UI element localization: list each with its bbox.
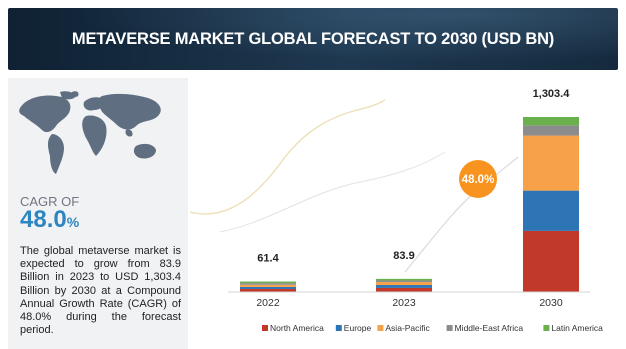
category-label-2030: 2030 <box>539 297 563 309</box>
legend-label-asia-pacific: Asia-Pacific <box>385 323 430 333</box>
legend-label-middle-east-africa: Middle-East Africa <box>455 323 524 333</box>
cagr-value: 48.0 <box>20 206 67 233</box>
total-labels: 61.4 83.9 1,303.4 <box>257 88 570 265</box>
category-label-2023: 2023 <box>392 297 416 309</box>
banner-glow <box>8 8 618 70</box>
legend-label-north-america: North America <box>270 323 324 333</box>
legend-swatch-latin-america <box>543 325 550 331</box>
cagr-bubble-text: 48.0% <box>462 174 495 186</box>
bar-segment-middle-east-africa-2023 <box>376 280 432 283</box>
legend-swatch-north-america <box>262 325 268 331</box>
bar-segment-middle-east-africa-2022 <box>240 283 296 285</box>
cagr-bubble-circle <box>459 160 497 198</box>
bar-segment-europe-2022 <box>240 286 296 289</box>
bar-segment-latin-america-2022 <box>240 281 296 284</box>
cagr-bubble: 48.0% <box>459 160 497 198</box>
chart-title: METAVERSE MARKET GLOBAL FORECAST TO 2030… <box>71 30 555 48</box>
total-label-2030: 1,303.4 <box>533 88 571 100</box>
cagr-label: CAGR OF <box>20 194 80 209</box>
legend-swatch-asia-pacific <box>377 325 384 331</box>
bar-segment-middle-east-africa-2030 <box>523 125 579 136</box>
bar-segment-europe-2023 <box>376 285 432 288</box>
legend-label-europe: Europe <box>344 323 372 333</box>
bar-segment-north-america-2030 <box>523 230 579 292</box>
legend-swatch-middle-east-africa <box>446 325 453 331</box>
legend: North America Europe Asia-Pacific Middle-Ea… <box>262 323 603 333</box>
bar-segment-north-america-2022 <box>240 288 296 292</box>
cagr-unit: % <box>66 214 80 230</box>
total-label-2022: 61.4 <box>257 253 279 265</box>
bar-segment-europe-2030 <box>523 190 579 231</box>
category-labels: 2022 2023 2030 <box>256 297 563 309</box>
cagr-value-box: 48.0% <box>20 206 79 234</box>
legend-swatch-europe <box>335 325 342 331</box>
bar-segment-asia-pacific-2022 <box>240 284 296 287</box>
bar-segment-asia-pacific-2030 <box>523 135 579 191</box>
total-label-2023: 83.9 <box>393 250 414 262</box>
title-banner: METAVERSE MARKET GLOBAL FORECAST TO 2030… <box>8 8 618 70</box>
bar-segment-asia-pacific-2023 <box>376 282 432 286</box>
market-description: The global metaverse market is expected … <box>20 245 181 337</box>
stacked-bar-chart: 2022 2023 2030 61.4 83.9 1,303.4 48.0% North… <box>190 88 603 333</box>
category-label-2022: 2022 <box>256 297 280 309</box>
legend-label-latin-america: Latin America <box>551 323 603 333</box>
bar-segment-latin-america-2030 <box>523 117 579 126</box>
bar-segment-latin-america-2023 <box>376 278 432 281</box>
bars-group <box>240 117 579 292</box>
world-map-icon <box>19 91 161 174</box>
bar-segment-north-america-2023 <box>376 287 432 292</box>
